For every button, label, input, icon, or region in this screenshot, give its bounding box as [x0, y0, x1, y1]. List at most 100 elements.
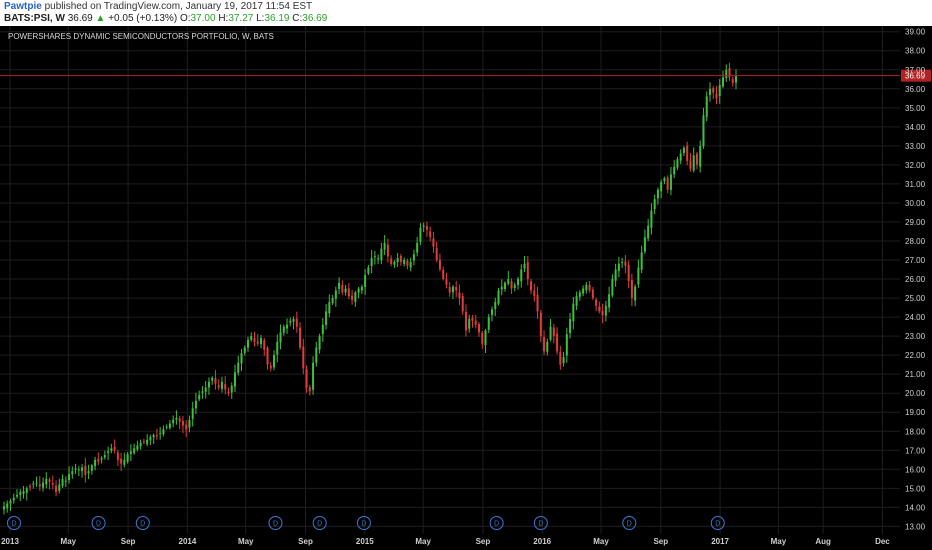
candle	[347, 283, 350, 300]
candle	[364, 269, 367, 295]
candle-body	[520, 269, 523, 282]
price-axis[interactable]: 13.00 14.00 15.00 16.00 17.00 18.00 19.00 20.00…	[905, 28, 926, 532]
candle-body	[155, 435, 158, 437]
candle-body	[705, 96, 708, 117]
candle-body	[100, 457, 103, 460]
candle-body	[243, 347, 246, 353]
x-tick-label: Sep	[121, 537, 136, 546]
candle	[207, 377, 210, 395]
candle-body	[637, 267, 640, 285]
candle	[546, 338, 549, 356]
candle-body	[728, 68, 731, 78]
y-tick-label: 31.00	[905, 180, 926, 189]
candle	[81, 464, 84, 478]
chart-header: Pawtpie published on TradingView.com, Ja…	[0, 0, 932, 26]
dividend-marker-label: D	[361, 521, 366, 528]
candle	[334, 286, 337, 307]
candle-body	[390, 258, 393, 264]
candle-body	[90, 465, 93, 471]
candle	[292, 316, 295, 330]
candle	[731, 76, 734, 87]
candle-body	[445, 279, 448, 285]
candle-body	[676, 159, 679, 168]
candle	[168, 420, 171, 430]
candle	[630, 273, 633, 307]
publish-info: Pawtpie published on TradingView.com, Ja…	[4, 1, 312, 12]
time-axis[interactable]: 2013 May Sep 2014 May Sep 2015 May Sep 2016 May Sep…	[1, 537, 890, 546]
candle	[263, 337, 266, 356]
candle-body	[233, 372, 236, 387]
x-tick-label: May	[238, 537, 254, 546]
candle-body	[224, 384, 227, 390]
candle	[624, 255, 627, 274]
candle	[149, 434, 152, 445]
candle-body	[373, 256, 376, 258]
candle-body	[71, 471, 74, 475]
candle-body	[87, 471, 90, 474]
price-chart[interactable]: POWERSHARES DYNAMIC SEMICONDUCTORS PORTF…	[0, 26, 932, 550]
candle-body	[412, 254, 415, 261]
candle	[699, 140, 702, 173]
candle	[16, 489, 19, 499]
candle	[477, 321, 480, 337]
candle-body	[386, 244, 389, 257]
candle	[22, 485, 25, 499]
dividend-marker-circle	[710, 516, 725, 530]
candle-body	[142, 441, 145, 443]
candle-body	[451, 286, 454, 293]
candle-body	[19, 492, 22, 496]
candle	[224, 376, 227, 395]
candle	[692, 147, 695, 173]
candle-body	[42, 482, 45, 488]
candle-body	[214, 378, 217, 384]
candle-body	[126, 454, 129, 462]
candle-body	[110, 448, 113, 451]
candle	[295, 311, 298, 333]
candle-body	[338, 282, 341, 289]
dividend-marker[interactable]: D	[268, 516, 283, 530]
y-tick-label: 23.00	[905, 332, 926, 341]
candle-body	[708, 88, 711, 95]
candle-body	[598, 306, 601, 312]
candle	[126, 452, 129, 464]
candle-body	[136, 445, 139, 450]
candle-body	[55, 485, 58, 493]
candle-body	[318, 336, 321, 350]
candle-body	[51, 482, 54, 485]
publisher-name[interactable]: Pawtpie	[4, 1, 42, 12]
x-tick-label: May	[61, 537, 77, 546]
dividend-marker[interactable]: D	[356, 516, 371, 530]
candle	[409, 257, 412, 272]
candle	[734, 69, 738, 90]
dividend-marker[interactable]: D	[710, 516, 725, 530]
last-price-tag	[901, 69, 931, 82]
candle-body	[312, 362, 315, 390]
y-tick-label: 29.00	[905, 218, 926, 227]
candle	[237, 355, 240, 376]
low-value: 36.19	[264, 13, 290, 24]
dividend-marker[interactable]: D	[533, 516, 548, 530]
candle-body	[455, 286, 458, 291]
low-label: L:	[256, 13, 265, 24]
y-tick-label: 27.00	[905, 256, 926, 265]
dividend-marker[interactable]: D	[622, 516, 637, 530]
candle-body	[260, 338, 263, 345]
candle	[536, 286, 539, 319]
candle	[315, 341, 318, 367]
dividend-marker[interactable]: D	[91, 516, 106, 530]
dividend-marker[interactable]: D	[489, 516, 504, 530]
last-price-readout: 36.69	[67, 13, 93, 24]
dividend-marker[interactable]: D	[135, 516, 150, 530]
candle	[286, 318, 289, 334]
candle	[299, 322, 302, 350]
dividend-marker[interactable]: D	[7, 516, 21, 530]
candle	[721, 70, 724, 89]
candle-body	[2, 506, 6, 510]
candle-body	[569, 319, 572, 334]
dividend-marker[interactable]: D	[312, 516, 327, 530]
candle	[325, 304, 328, 330]
candle	[533, 283, 536, 302]
candle-body	[6, 503, 9, 509]
candle	[77, 466, 80, 476]
candle	[455, 280, 458, 298]
